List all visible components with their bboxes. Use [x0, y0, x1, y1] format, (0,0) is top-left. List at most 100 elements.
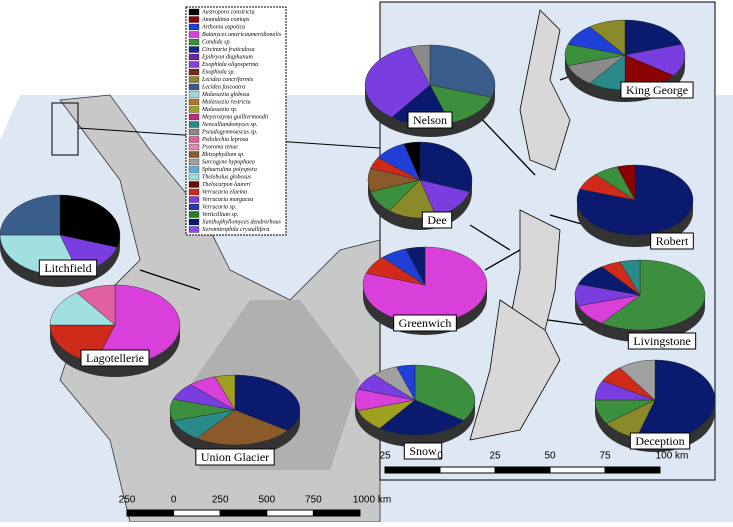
legend-swatch	[188, 76, 200, 83]
legend-label: Malassezia sp.	[201, 107, 237, 113]
scale-label: 250	[119, 495, 136, 506]
legend-swatch	[188, 181, 200, 188]
scale-label: 250	[212, 495, 229, 506]
arrow	[547, 319, 586, 326]
legend-label: Botanyces americaumeridionalis	[202, 32, 282, 38]
legend-swatch	[188, 68, 200, 76]
legend-swatch	[188, 91, 200, 98]
pie-slice	[403, 141, 421, 181]
site-label: Lagotellerie	[86, 351, 144, 365]
site-label: Livingstone	[633, 334, 690, 348]
arrow	[139, 269, 201, 291]
scale-label: 100 km	[656, 451, 689, 462]
arrow	[484, 249, 521, 271]
legend-label: Amandinea coniops	[201, 17, 250, 23]
legend-swatch	[188, 226, 200, 233]
legend-swatch	[188, 158, 200, 166]
pie: Livingstone	[574, 259, 706, 350]
island	[519, 9, 571, 171]
legend-label: Verrucaria margacea	[202, 197, 253, 203]
pie-slice	[624, 19, 683, 56]
arrows	[139, 64, 601, 326]
site-label-box	[393, 314, 457, 332]
legend-swatch	[188, 38, 200, 46]
island	[469, 299, 561, 441]
site-label-box	[403, 442, 443, 460]
pie-slice	[49, 292, 116, 326]
legend-swatch	[188, 136, 200, 143]
pie: Nelson	[364, 44, 496, 137]
pie-slice	[214, 374, 236, 411]
scale-segment	[312, 509, 361, 517]
pie: Snow	[354, 364, 476, 460]
pie-slice	[619, 259, 641, 296]
pie: Lagotellerie	[49, 284, 181, 377]
legend-label: Xanthophyllomyces dendrorhous	[201, 219, 281, 225]
legend-label: Psoroma tenue	[201, 144, 238, 150]
scale-label: 50	[544, 451, 556, 462]
legend-label: Candida sp.	[202, 39, 231, 45]
legend-swatch	[188, 121, 200, 128]
pie-slice	[624, 43, 686, 76]
legend-label: Lecidea cancriformis	[201, 76, 254, 83]
legend-swatch	[188, 61, 200, 68]
legend-swatch	[188, 143, 200, 151]
pie: Litchfield	[0, 194, 121, 287]
legend-label: Austropora constricta	[201, 9, 255, 15]
legend-swatch	[188, 113, 200, 121]
pie-slice	[196, 409, 288, 446]
scale-segment	[173, 509, 221, 517]
site-label: King George	[626, 83, 688, 97]
pie-slice	[616, 164, 636, 201]
pies: Nelson King George Dee Robert Greenwich Livin…	[0, 19, 716, 466]
legend-swatch	[188, 106, 200, 113]
legend-swatch	[188, 98, 200, 106]
scale-label: 750	[305, 495, 322, 506]
legend-label: Psilolechia leprosa	[201, 137, 248, 143]
site-label-box	[620, 81, 694, 99]
legend-label: Verrucaria sp.	[202, 204, 236, 210]
pie-slice	[419, 141, 473, 192]
arrow	[469, 224, 511, 251]
legend-label: Malassezia globosa	[201, 92, 250, 98]
pie-slice	[619, 359, 656, 401]
legend-label: Neocalliandomyces sp.	[201, 122, 257, 128]
site-label: Greenwich	[399, 316, 452, 330]
site-label-box	[195, 448, 275, 466]
legend-swatch	[188, 83, 200, 91]
legend-swatch	[188, 151, 200, 158]
site-label-box	[407, 111, 453, 129]
pie: Deception	[594, 359, 716, 452]
pie-slice	[429, 44, 496, 98]
pie: King George	[564, 19, 694, 102]
legend-swatch	[188, 188, 200, 196]
legend-swatch	[188, 53, 200, 61]
legend-label: Xeromitrophila crystallifera	[201, 226, 269, 233]
pie-slice	[405, 246, 426, 286]
scale-segment	[384, 466, 441, 474]
scale-label: 25	[379, 451, 391, 462]
pie-slice	[364, 46, 431, 118]
legend-swatch	[188, 203, 200, 211]
legend-label: Epibryon diaphanum	[201, 54, 253, 60]
legend-swatch	[188, 31, 200, 38]
legend-label: Meyerozyma guilliermondii	[201, 114, 269, 120]
legend-swatch	[188, 211, 200, 218]
scale-label: 75	[599, 451, 611, 462]
scale-segment	[604, 466, 661, 474]
scale-label: 0	[437, 451, 443, 462]
pie: Greenwich	[362, 246, 488, 335]
legend-label: Verticillium sp.	[202, 212, 238, 218]
scale-segment	[494, 466, 551, 474]
legend-swatch	[188, 23, 200, 31]
legend-label: Rhizophydium sp.	[201, 152, 245, 158]
scale-segment	[219, 509, 268, 517]
arrow	[474, 111, 536, 176]
pie: Robert	[576, 164, 694, 250]
site-label-box	[421, 211, 453, 229]
legend-label: Exophiala sp.	[201, 69, 235, 75]
legend-label: Malassezia restricta	[201, 99, 251, 105]
arrow	[549, 214, 586, 226]
